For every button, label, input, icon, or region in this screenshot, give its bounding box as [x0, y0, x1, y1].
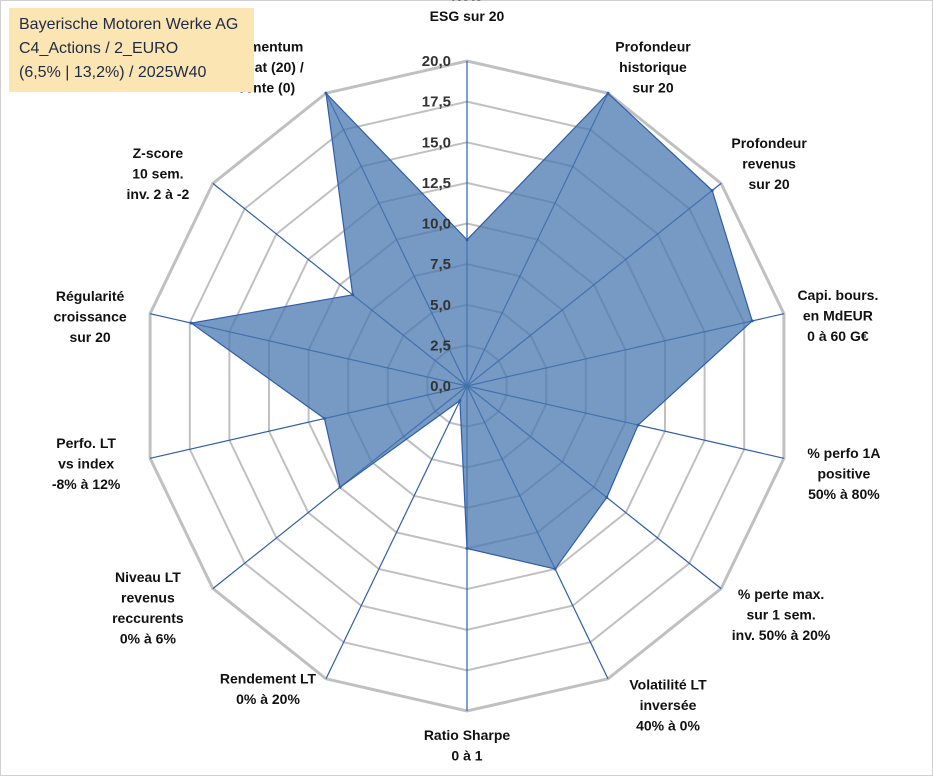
radial-ticks: 0,0 2,5 5,0 7,5 10,0 12,5 15,0 17,5 20,0 — [422, 53, 451, 395]
data-point — [750, 319, 754, 323]
category-label-line: croissance — [54, 309, 127, 325]
category-label: Note ESG sur 20 — [430, 0, 505, 24]
category-label-line: Profondeur — [731, 135, 807, 151]
tick-label: 2,5 — [430, 337, 451, 354]
category-label-line: sur 20 — [69, 329, 110, 345]
category-label-line: Perfo. LT — [56, 435, 116, 451]
category-label-line: Note — [451, 0, 482, 4]
category-label-line: Niveau LT — [115, 569, 181, 585]
category-label-line: Rendement LT — [220, 671, 317, 687]
category-label: % perte max. sur 1 sem. inv. 50% à 20% — [732, 586, 831, 643]
category-label-line: Régularité — [56, 288, 125, 304]
data-point — [465, 238, 469, 242]
category-line: C4_Actions / 2_EURO — [19, 40, 179, 57]
tick-label: 5,0 — [430, 297, 451, 314]
category-label: Régularité croissance sur 20 — [54, 288, 127, 345]
category-label: Capi. bours. en MdEUR 0 à 60 G€ — [797, 287, 878, 344]
period-line: (6,5% | 13,2%) / 2025W40 — [19, 64, 207, 81]
category-label-line: 50% à 80% — [808, 486, 880, 502]
category-label-line: Volatilité LT — [629, 676, 707, 692]
category-label-line: reccurents — [112, 610, 184, 626]
category-label-line: Profondeur — [615, 39, 691, 55]
category-label: Perfo. LT vs index -8% à 12% — [52, 435, 121, 492]
category-label-line: 0 à 1 — [451, 748, 482, 764]
data-point — [636, 423, 640, 427]
category-label-line: 40% à 0% — [636, 717, 700, 733]
category-label-line: ESG sur 20 — [430, 8, 505, 24]
data-point — [605, 495, 609, 499]
axis-spoke — [325, 385, 468, 680]
series-area — [189, 91, 753, 570]
category-label: % perfo 1A positive 50% à 80% — [807, 445, 880, 502]
category-label: Volatilité LT inversée 40% à 0% — [629, 676, 707, 733]
category-label-line: inversée — [640, 697, 697, 713]
category-label-line: inv. 50% à 20% — [732, 627, 831, 643]
category-label-line: sur 1 sem. — [746, 607, 815, 623]
category-label-line: % perte max. — [738, 586, 824, 602]
category-label-line: en MdEUR — [803, 308, 873, 324]
category-label-line: vs index — [58, 455, 114, 471]
data-point — [351, 293, 355, 297]
chart-title-box: Bayerische Motoren Werke AG C4_Actions /… — [9, 8, 254, 92]
category-label-line: -8% à 12% — [52, 476, 121, 492]
data-point — [458, 399, 462, 403]
category-label-line: positive — [817, 465, 870, 481]
category-label-line: 0% à 6% — [120, 630, 177, 646]
data-point — [338, 485, 342, 489]
category-label: Profondeur revenus sur 20 — [731, 135, 807, 192]
radar-series — [189, 91, 754, 571]
category-label: Z-score 10 sem. inv. 2 à -2 — [127, 145, 190, 202]
tick-label: 12,5 — [422, 175, 451, 192]
data-point — [465, 547, 469, 550]
category-label-line: historique — [619, 59, 687, 75]
category-label-line: Capi. bours. — [797, 287, 878, 303]
company-name: Bayerische Motoren Werke AG — [19, 16, 239, 33]
category-label-line: revenus — [121, 589, 175, 605]
category-label-line: 0% à 20% — [236, 691, 300, 707]
tick-label: 7,5 — [430, 256, 451, 273]
category-label-line: revenus — [742, 155, 796, 171]
tick-label: 17,5 — [422, 94, 451, 111]
category-label-line: 10 sem. — [132, 165, 183, 181]
category-label-line: sur 20 — [632, 80, 673, 96]
category-label: Ratio Sharpe 0 à 1 — [424, 727, 511, 764]
tick-label: 20,0 — [422, 53, 451, 70]
tick-label: 10,0 — [422, 216, 451, 233]
data-point — [322, 417, 326, 420]
category-label-line: % perfo 1A — [807, 445, 880, 461]
category-label-line: inv. 2 à -2 — [127, 186, 190, 202]
data-point — [553, 567, 557, 571]
category-label: Profondeur historique sur 20 — [615, 39, 691, 96]
category-label: Rendement LT 0% à 20% — [220, 671, 317, 708]
data-point — [189, 321, 193, 325]
category-label: Niveau LT revenus reccurents 0% à 6% — [112, 569, 184, 647]
tick-label: 0,0 — [430, 378, 451, 395]
category-label-line: 0 à 60 G€ — [807, 328, 869, 344]
tick-label: 15,0 — [422, 134, 451, 151]
data-point — [606, 91, 610, 95]
category-label-line: sur 20 — [748, 176, 789, 192]
data-point — [324, 91, 328, 95]
category-label-line: Ratio Sharpe — [424, 727, 511, 743]
data-point — [710, 189, 714, 192]
category-label-line: Z-score — [133, 145, 184, 161]
